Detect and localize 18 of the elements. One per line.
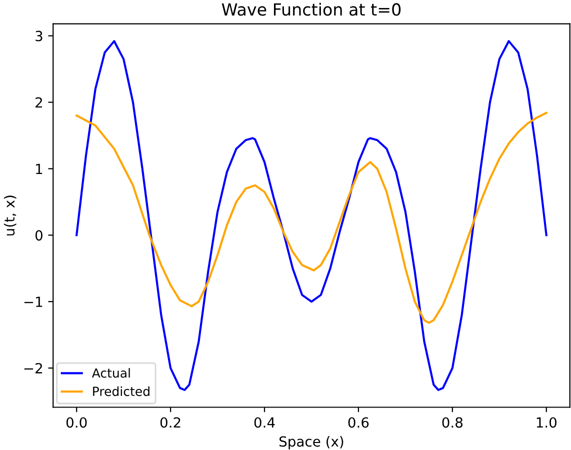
x-tick-label: 0.0 xyxy=(66,417,87,428)
x-tick-label: 0.6 xyxy=(348,417,369,428)
y-tick-label: 0 xyxy=(35,230,42,241)
x-tick-label: 0.8 xyxy=(442,417,463,428)
line-series xyxy=(76,112,548,324)
y-tick-label: −2 xyxy=(24,363,42,374)
x-tick-label: 0.2 xyxy=(160,417,180,428)
y-axis-title: u(t, x) xyxy=(4,196,16,236)
x-tick-label: 0.4 xyxy=(254,417,275,428)
x-tick-label: 1.0 xyxy=(536,417,556,428)
y-tick-label: 1 xyxy=(36,164,42,174)
y-tick-label: −1 xyxy=(24,296,42,307)
legend-label: Predicted xyxy=(93,386,150,396)
x-axis-title: Space (x) xyxy=(279,436,344,450)
legend-label: Actual xyxy=(92,368,130,378)
y-tick-label: 2 xyxy=(36,97,42,108)
chart-title: Wave Function at t=0 xyxy=(222,2,401,16)
y-tick-label: 3 xyxy=(36,30,42,42)
